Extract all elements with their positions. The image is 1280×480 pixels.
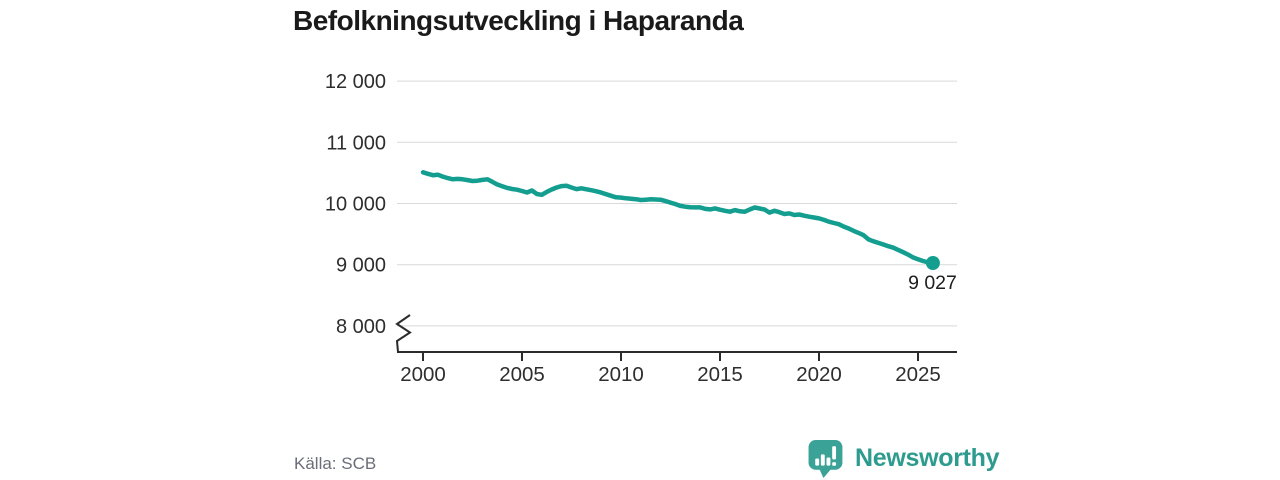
x-tick-label: 2015 — [697, 363, 743, 386]
end-point-dot — [925, 256, 940, 270]
y-tick-label: 8 000 — [336, 316, 386, 338]
y-tick-label: 9 000 — [336, 255, 386, 277]
x-tick-label: 2020 — [796, 363, 842, 386]
x-tick-label: 2025 — [895, 363, 941, 386]
source-note: Källa: SCB — [294, 454, 377, 473]
y-tick-label: 12 000 — [325, 71, 386, 93]
newsworthy-brand: Newsworthy — [806, 439, 1000, 478]
x-tick-label: 2000 — [400, 363, 446, 386]
population-line — [420, 170, 936, 266]
chart-title: Befolkningsutveckling i Haparanda — [293, 5, 744, 36]
brand-name: Newsworthy — [855, 444, 1000, 472]
axis-break-icon — [395, 314, 412, 353]
x-tick-label: 2005 — [499, 363, 545, 386]
y-tick-label: 11 000 — [326, 132, 386, 154]
x-tick-label: 2010 — [598, 363, 644, 386]
y-tick-label: 10 000 — [325, 194, 386, 216]
newsworthy-logo-icon — [808, 440, 843, 478]
end-value-label: 9 027 — [908, 272, 957, 294]
